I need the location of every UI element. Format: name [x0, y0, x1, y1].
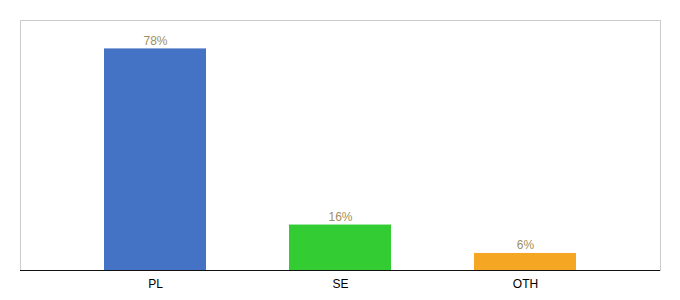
- svg-text:6%: 6%: [517, 238, 535, 252]
- svg-text:OTH: OTH: [513, 277, 538, 291]
- svg-text:SE: SE: [332, 277, 348, 291]
- svg-text:16%: 16%: [328, 210, 352, 224]
- svg-text:PL: PL: [148, 277, 163, 291]
- svg-text:78%: 78%: [143, 34, 167, 48]
